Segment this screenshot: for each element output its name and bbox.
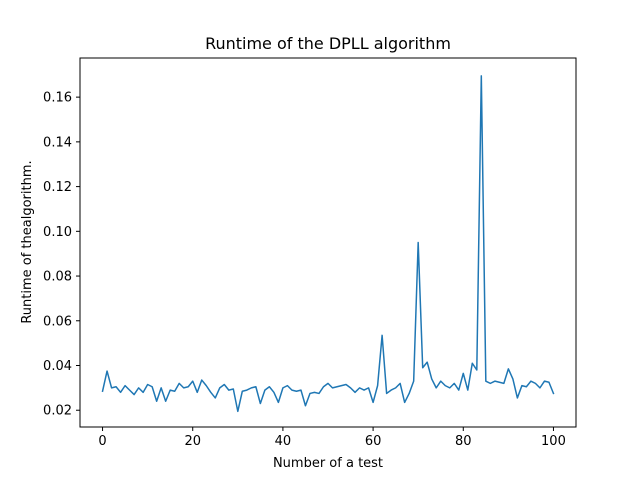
y-tick-label: 0.02 bbox=[43, 404, 72, 419]
x-tick-label: 20 bbox=[184, 434, 201, 449]
y-tick-label: 0.08 bbox=[43, 270, 72, 285]
y-axis-label: Runtime of thealgorithm. bbox=[20, 160, 35, 323]
x-tick-label: 60 bbox=[365, 434, 382, 449]
chart-title: Runtime of the DPLL algorithm bbox=[205, 34, 451, 53]
x-tick-label: 40 bbox=[275, 434, 292, 449]
x-axis-label: Number of a test bbox=[273, 456, 383, 471]
series-layer bbox=[101, 75, 555, 413]
y-tick-label: 0.06 bbox=[43, 314, 72, 329]
y-tick-label: 0.16 bbox=[43, 91, 72, 106]
y-tick-label: 0.10 bbox=[43, 225, 72, 240]
y-axis-ticks: 0.02 0.04 0.06 0.08 0.10 0.12 0.14 0.16 bbox=[43, 91, 80, 419]
y-tick-label: 0.12 bbox=[43, 180, 72, 195]
y-tick-label: 0.04 bbox=[43, 359, 72, 374]
x-tick-label: 100 bbox=[541, 434, 566, 449]
x-axis-ticks: 0 20 40 60 80 100 bbox=[98, 427, 566, 449]
plot-frame bbox=[79, 57, 577, 428]
y-tick-label: 0.14 bbox=[43, 135, 72, 150]
x-tick-label: 80 bbox=[455, 434, 472, 449]
x-tick-label: 0 bbox=[98, 434, 106, 449]
